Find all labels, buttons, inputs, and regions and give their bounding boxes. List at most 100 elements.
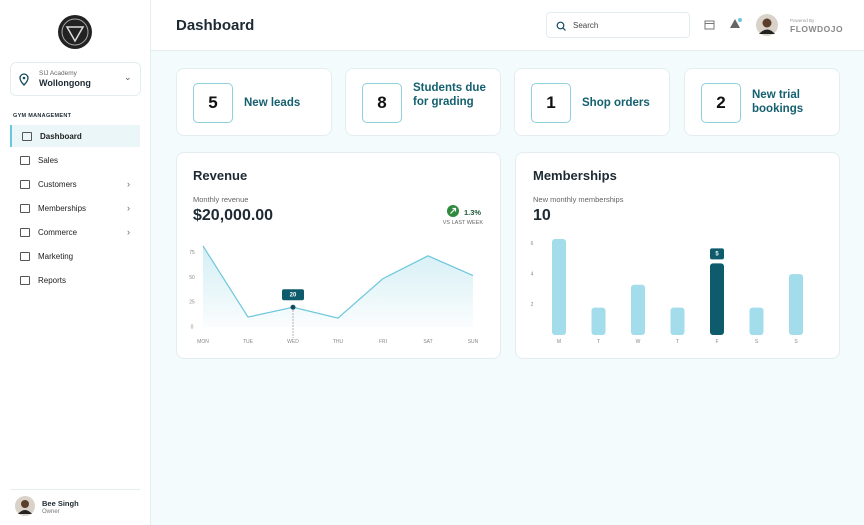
- nav-chevron: ›: [127, 227, 130, 237]
- page-title: Dashboard: [176, 17, 255, 34]
- stat-value: 2: [701, 83, 741, 123]
- change-note: VS LAST WEEK: [442, 220, 483, 226]
- stat-label: New trial bookings: [752, 89, 804, 115]
- nav-icon: [20, 155, 30, 165]
- x-tick-label: T: [597, 339, 600, 345]
- y-tick-label: 0: [191, 324, 194, 330]
- x-tick-label: MON: [197, 339, 209, 345]
- card-subtitle: New monthly memberships: [533, 195, 624, 204]
- search-placeholder: Search: [573, 21, 599, 30]
- brand: FLOWDOJO: [790, 24, 844, 34]
- nav-icon: [20, 179, 30, 189]
- stat-label: Students due for grading: [413, 82, 486, 108]
- stat-card: 1 Shop orders: [514, 68, 670, 136]
- card-subtitle: Monthly revenue: [193, 195, 249, 204]
- x-tick-label: WED: [287, 339, 299, 345]
- x-tick-label: F: [715, 339, 718, 345]
- search-icon: [556, 21, 566, 31]
- stat-card: 2 New trial bookings: [684, 68, 840, 136]
- calendar-icon[interactable]: [704, 19, 715, 30]
- y-tick-label: 4: [531, 271, 534, 277]
- bar: [710, 263, 724, 335]
- stat-value: 8: [362, 83, 402, 123]
- sidebar: SIJ Academy Wollongong ⌄ GYM MANAGEMENT …: [0, 0, 151, 525]
- nav-chevron: ›: [127, 179, 130, 189]
- y-tick-label: 50: [189, 275, 195, 281]
- nav-icon: [20, 251, 30, 261]
- bar: [631, 284, 645, 335]
- nav-item[interactable]: Sales: [10, 149, 140, 171]
- chevron: ⌄: [124, 72, 132, 82]
- nav-label: Dashboard: [40, 131, 82, 141]
- nav-icon: [20, 203, 30, 213]
- x-tick-label: THU: [333, 339, 344, 345]
- nav-icon: [22, 131, 32, 141]
- card-title: Memberships: [533, 168, 617, 183]
- nav-item[interactable]: Marketing: [10, 245, 140, 267]
- nav-icon: [20, 275, 30, 285]
- powered-by: Powered By: [790, 18, 815, 23]
- user-name: Bee Singh: [42, 499, 79, 508]
- x-tick-label: W: [636, 339, 641, 345]
- stat-value: 5: [193, 83, 233, 123]
- location-selector[interactable]: SIJ Academy Wollongong ⌄: [10, 62, 141, 96]
- bar: [670, 307, 685, 335]
- y-tick-label: 25: [189, 300, 195, 306]
- bar: [552, 239, 566, 335]
- stat-value: 1: [531, 83, 571, 123]
- stat-card: 8 Students due for grading: [345, 68, 501, 136]
- stat-label: Shop orders: [582, 97, 650, 109]
- pin-icon: [19, 73, 29, 86]
- nav-icon: [20, 227, 30, 237]
- stat-label: New leads: [244, 97, 301, 109]
- academy-name: Wollongong: [39, 78, 91, 88]
- tooltip-label: 5: [715, 251, 719, 257]
- bar: [591, 307, 606, 335]
- nav-item[interactable]: Commerce ›: [10, 221, 140, 243]
- nav-chevron: ›: [127, 203, 130, 213]
- change: 1.3%: [464, 208, 482, 217]
- academy-label: SIJ Academy: [39, 70, 77, 77]
- bar: [789, 274, 803, 335]
- card-title: Revenue: [193, 168, 248, 183]
- x-tick-label: TUE: [243, 339, 254, 345]
- x-tick-label: S: [755, 339, 759, 345]
- nav-item[interactable]: Memberships ›: [10, 197, 140, 219]
- y-tick-label: 2: [531, 302, 534, 308]
- memberships-total: 10: [533, 207, 551, 224]
- header: Dashboard Search Powered By FLOWDOJO: [151, 0, 864, 51]
- search-box[interactable]: Search: [546, 12, 690, 38]
- nav-item[interactable]: Reports: [10, 269, 140, 291]
- line: [202, 245, 474, 319]
- nav-label: Customers: [38, 179, 77, 189]
- nav-label: Memberships: [38, 203, 87, 213]
- trend-icon: [447, 205, 459, 217]
- header-avatar[interactable]: [756, 14, 778, 36]
- x-tick-label: SUN: [468, 339, 479, 345]
- nav-label: Sales: [38, 155, 59, 165]
- nav-label: Commerce: [38, 227, 78, 237]
- x-tick-label: M: [557, 339, 561, 345]
- x-tick-label: SAT: [423, 339, 432, 345]
- tooltip-label: 20: [290, 292, 297, 298]
- logo: [58, 15, 92, 49]
- alert-icon[interactable]: [729, 17, 743, 30]
- y-tick-label: 75: [189, 250, 195, 256]
- nav-label: Marketing: [38, 251, 74, 261]
- tooltip: [282, 289, 304, 301]
- x-tick-label: T: [676, 339, 679, 345]
- user-role: Owner: [42, 509, 60, 515]
- section-label: GYM MANAGEMENT: [13, 113, 72, 119]
- avatar: [15, 496, 35, 516]
- y-tick-label: 6: [531, 241, 534, 247]
- divider: [10, 489, 140, 490]
- revenue-total: $20,000.00: [193, 207, 274, 224]
- stat-card: 5 New leads: [176, 68, 332, 136]
- nav-label: Reports: [38, 275, 67, 285]
- tooltip: [710, 248, 724, 260]
- x-tick-label: S: [794, 339, 798, 345]
- nav-item[interactable]: Dashboard: [10, 125, 140, 147]
- nav-item[interactable]: Customers ›: [10, 173, 140, 195]
